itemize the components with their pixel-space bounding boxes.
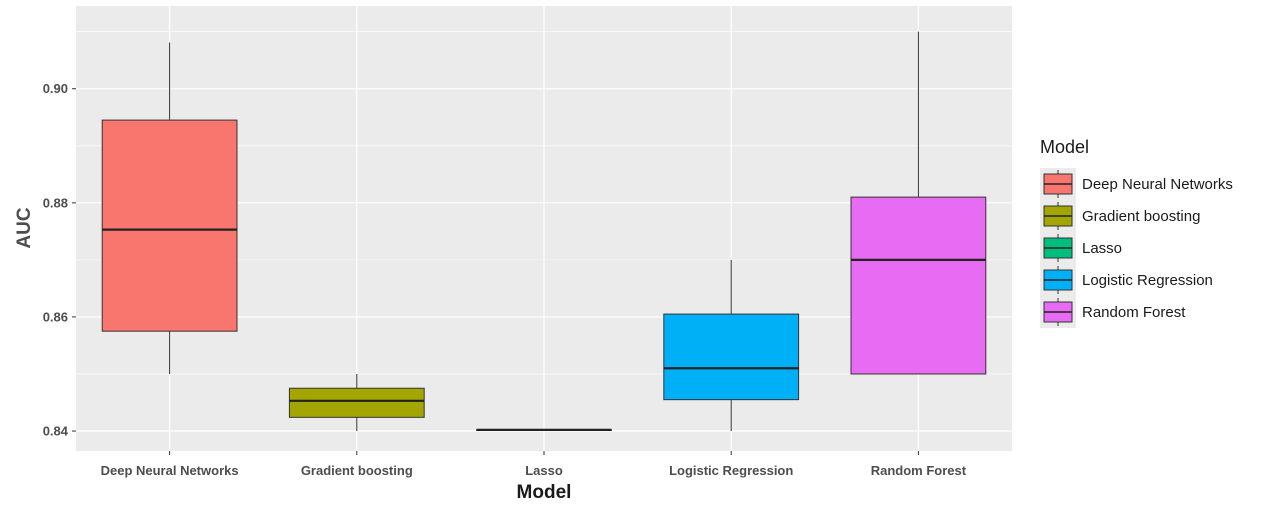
x-tick-label: Lasso [525, 463, 563, 478]
legend-label: Gradient boosting [1082, 208, 1200, 225]
y-tick-label: 0.86 [43, 309, 68, 324]
x-tick-label: Random Forest [871, 463, 967, 478]
box-random-forest [850, 31, 987, 375]
x-axis-ticks: Deep Neural Networks Gradient boosting Las… [101, 451, 967, 478]
box-gradient-boosting [288, 373, 425, 432]
legend-items: Deep Neural Networks Gradient boosting Las… [1040, 168, 1233, 328]
legend-item: Logistic Regression [1043, 266, 1213, 294]
box-iqr [850, 196, 987, 375]
boxes [101, 31, 987, 432]
box-iqr [288, 387, 425, 418]
legend: Model Deep Neural Networks Gradient boost… [1040, 137, 1233, 328]
y-tick-label: 0.88 [43, 195, 68, 210]
legend-title: Model [1040, 137, 1089, 157]
box-iqr [663, 313, 800, 401]
box-logistic-regression [663, 259, 800, 432]
box-iqr [101, 119, 238, 332]
legend-item: Lasso [1043, 234, 1122, 262]
legend-item: Deep Neural Networks [1043, 170, 1233, 198]
x-axis-title: Model [517, 482, 572, 503]
legend-item: Gradient boosting [1043, 202, 1200, 230]
y-tick-label: 0.90 [43, 81, 68, 96]
y-axis-ticks: 0.84 0.86 0.88 0.90 [43, 81, 76, 439]
legend-item: Random Forest [1043, 298, 1186, 326]
y-axis-title: AUC [14, 207, 35, 248]
x-tick-label: Deep Neural Networks [101, 463, 239, 478]
box-lasso [476, 428, 612, 431]
legend-label: Logistic Regression [1082, 272, 1213, 289]
legend-label: Random Forest [1082, 304, 1186, 321]
legend-label: Lasso [1082, 240, 1122, 257]
x-tick-label: Gradient boosting [301, 463, 413, 478]
legend-label: Deep Neural Networks [1082, 176, 1233, 193]
y-tick-label: 0.84 [43, 424, 69, 439]
box-deep-neural-networks [101, 42, 238, 374]
x-tick-label: Logistic Regression [669, 463, 793, 478]
